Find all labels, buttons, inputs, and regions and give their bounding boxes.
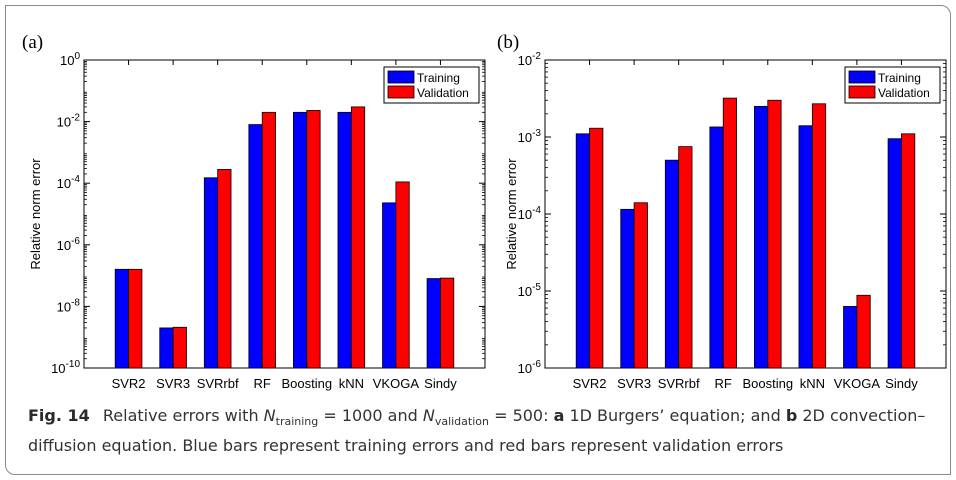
- bar-validation-knn: [350, 106, 366, 369]
- x-tick-label: SVR2: [112, 376, 146, 391]
- bar-validation-svr3: [633, 202, 648, 369]
- x-tick-label: SVR3: [617, 376, 651, 391]
- figure-label: Fig. 14: [28, 406, 90, 425]
- caption-eq-1: = 1000 and: [318, 406, 423, 425]
- bar-training-svr2: [575, 133, 590, 369]
- panel-label: (b): [497, 32, 519, 53]
- bar-training-rf: [709, 126, 724, 369]
- n-symbol-validation: N: [422, 406, 435, 425]
- training-subscript: training: [275, 415, 319, 429]
- caption-text-1: Relative errors with: [102, 406, 264, 425]
- x-tick-label: kNN: [800, 376, 825, 391]
- legend-label-training: Training: [417, 71, 460, 85]
- bar-validation-knn: [811, 103, 827, 369]
- y-tick-label: 10-4: [57, 174, 81, 191]
- chart-panel-b: (b) Relative norm error 10-2 10-3 10-4 10-5 10…: [497, 32, 947, 391]
- figure-charts: (a) Relative norm error 100 10-2 10-4 10-6 10-…: [22, 32, 947, 391]
- plot-area-box: [83, 59, 486, 369]
- y-tick-label: 100: [60, 51, 80, 68]
- y-tick-label: 10-5: [518, 282, 542, 299]
- y-tick-label: 10-10: [51, 359, 80, 376]
- panel-label: (a): [22, 32, 43, 53]
- bar-training-sindy: [887, 138, 902, 369]
- bar-training-svr3: [159, 327, 174, 369]
- bar-validation-svrrbf: [217, 169, 232, 369]
- y-tick-label: 10-8: [57, 297, 81, 314]
- bar-training-boosting: [293, 111, 308, 369]
- bar-validation-sindy: [440, 277, 455, 369]
- x-tick-label: Boosting: [281, 376, 332, 391]
- bar-training-knn: [337, 111, 352, 369]
- bar-training-knn: [798, 125, 813, 369]
- x-tick-label: VKOGA: [834, 376, 881, 391]
- legend-label-validation: Validation: [878, 86, 930, 100]
- x-tick-label: Sindy: [885, 376, 918, 391]
- legend-label-validation: Validation: [417, 86, 469, 100]
- bar-training-boosting: [754, 105, 769, 369]
- x-tick-label: RF: [254, 376, 271, 391]
- bar-validation-svr2: [128, 268, 143, 369]
- caption-label-a: a: [553, 406, 565, 425]
- bar-validation-svr2: [589, 127, 604, 369]
- figure-caption: Fig. 14 Relative errors with Ntraining =…: [28, 404, 938, 458]
- y-axis-label: Relative norm error: [28, 158, 43, 270]
- y-tick-label: 10-6: [57, 236, 81, 253]
- y-axis-label: Relative norm error: [504, 158, 519, 270]
- bar-validation-svrrbf: [678, 146, 693, 369]
- caption-desc-a: 1D Burgers’ equation; and: [564, 406, 786, 425]
- bar-training-vkoga: [843, 306, 858, 369]
- y-tick-label: 10-2: [518, 51, 542, 68]
- bar-validation-boosting: [306, 110, 321, 369]
- bar-validation-svr3: [172, 326, 187, 369]
- bar-validation-sindy: [901, 133, 916, 369]
- legend-swatch-training: [387, 70, 415, 84]
- legend-swatch-training: [848, 70, 876, 84]
- bar-validation-rf: [261, 111, 276, 369]
- legend-swatch-validation: [387, 85, 415, 99]
- legend-swatch-validation: [848, 85, 876, 99]
- chart-panel-a: (a) Relative norm error 100 10-2 10-4 10-6 10-…: [22, 32, 486, 391]
- x-tick-label: Boosting: [742, 376, 793, 391]
- y-tick-label: 10-2: [57, 113, 81, 130]
- x-tick-label: Sindy: [424, 376, 457, 391]
- n-symbol-training: N: [263, 406, 276, 425]
- bar-training-sindy: [426, 278, 441, 369]
- bar-validation-vkoga: [395, 181, 410, 369]
- bar-training-svr3: [620, 208, 635, 369]
- x-tick-label: SVR2: [573, 376, 607, 391]
- caption-label-b: b: [785, 406, 798, 425]
- bar-training-rf: [248, 124, 263, 369]
- x-tick-label: RF: [715, 376, 732, 391]
- x-tick-label: kNN: [339, 376, 364, 391]
- bar-training-svrrbf: [203, 177, 219, 369]
- y-tick-label: 10-4: [518, 205, 542, 222]
- caption-eq-2: = 500:: [488, 406, 554, 425]
- bar-training-vkoga: [382, 202, 397, 369]
- y-tick-label: 10-3: [518, 128, 542, 145]
- x-tick-label: SVRrbf: [197, 376, 239, 391]
- bar-training-svr2: [114, 268, 129, 369]
- caption-desc-b: 2D convection–diffusion equation. Blue b…: [28, 406, 926, 456]
- bar-validation-vkoga: [856, 294, 871, 369]
- plot-area-box: [544, 59, 947, 369]
- x-tick-label: SVRrbf: [658, 376, 700, 391]
- bar-validation-boosting: [767, 99, 782, 369]
- legend-label-training: Training: [878, 71, 921, 85]
- validation-subscript: validation: [434, 415, 489, 429]
- x-tick-label: SVR3: [156, 376, 190, 391]
- y-tick-label: 10-6: [518, 359, 542, 376]
- bar-training-svrrbf: [664, 159, 680, 369]
- x-tick-label: VKOGA: [373, 376, 420, 391]
- bar-validation-rf: [722, 97, 737, 369]
